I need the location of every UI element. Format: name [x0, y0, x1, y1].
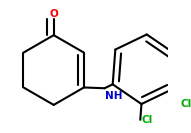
Text: Cl: Cl	[141, 115, 152, 125]
Text: O: O	[49, 9, 58, 18]
Text: NH: NH	[105, 91, 123, 101]
Text: Cl: Cl	[180, 99, 191, 109]
